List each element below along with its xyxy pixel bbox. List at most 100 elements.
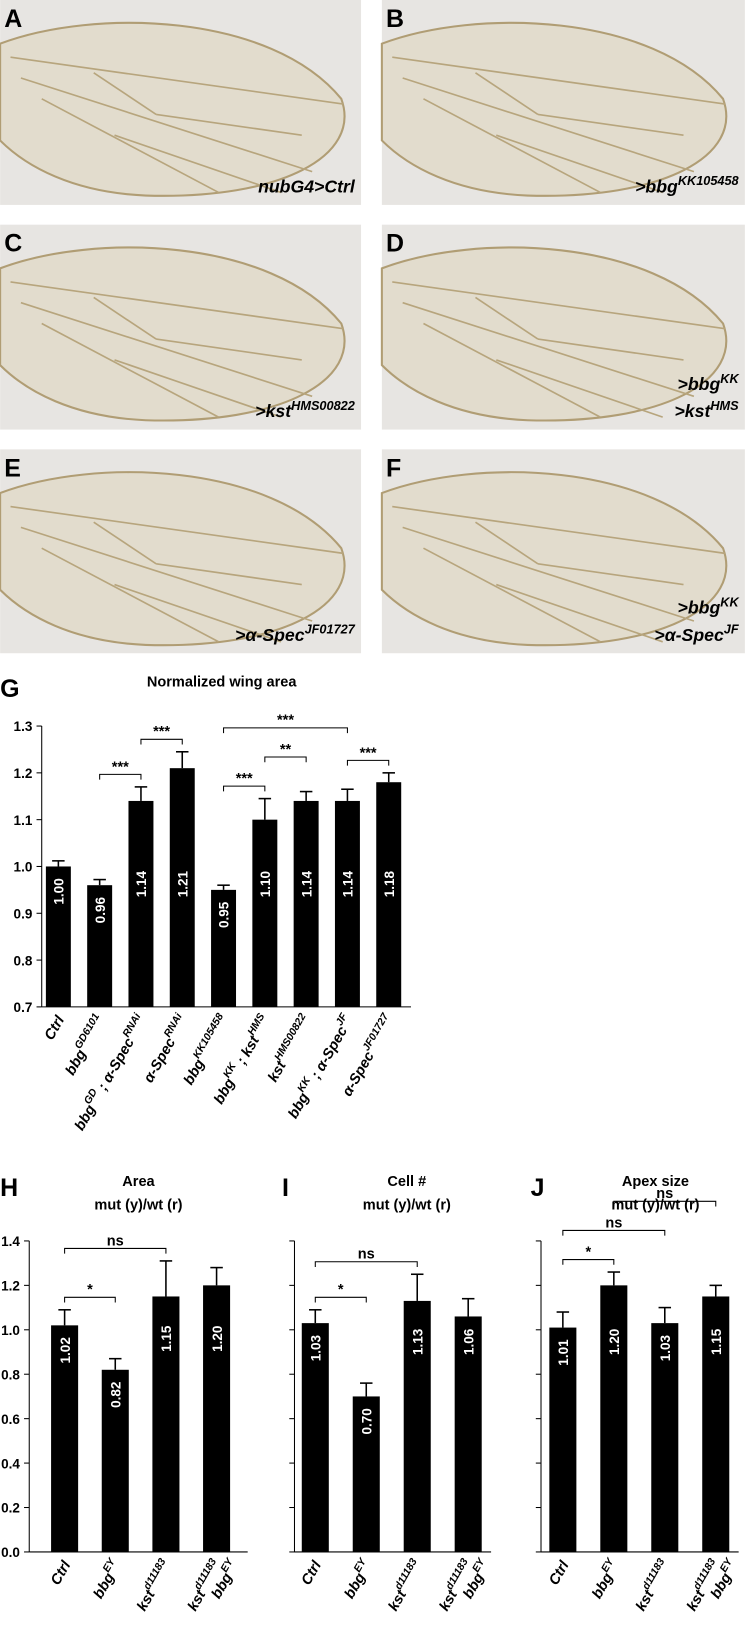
panel-letter: B <box>386 5 404 33</box>
bar <box>101 1369 129 1552</box>
y-tick-label: 0.7 <box>14 1000 33 1015</box>
bar <box>169 768 195 1007</box>
bar <box>549 1327 577 1552</box>
significance-label: *** <box>277 713 294 729</box>
significance-bracket <box>314 1261 418 1267</box>
value-label: 1.02 <box>58 1337 73 1363</box>
bar <box>352 1396 380 1552</box>
superscript: d11183 <box>641 1557 668 1592</box>
label-part: Ctrl <box>42 1013 69 1044</box>
significance-bracket <box>314 1296 367 1303</box>
significance-bracket <box>562 1229 666 1236</box>
wing-vein <box>41 98 219 194</box>
bar <box>293 800 319 1007</box>
bar-chart: G Normalized wing area0.70.80.91.01.11.21… <box>0 675 411 1134</box>
y-tick-label: 0.4 <box>1 1456 20 1471</box>
panel-letter: E <box>4 454 21 482</box>
panel-letter: G <box>0 675 19 703</box>
significance-bracket <box>562 1259 615 1265</box>
y-tick-label: 0.9 <box>14 906 33 921</box>
wing-vein <box>537 113 684 137</box>
wing-vein <box>114 583 282 643</box>
wing-vein <box>93 296 157 340</box>
value-label: 1.03 <box>308 1334 323 1361</box>
wing-vein <box>496 134 663 194</box>
label-part: bbg <box>91 1570 118 1601</box>
wing <box>0 21 346 197</box>
value-label: 1.00 <box>52 878 67 904</box>
wing-vein <box>93 521 157 565</box>
value-label: 0.82 <box>108 1382 123 1408</box>
wing-vein <box>537 338 684 361</box>
bar <box>87 885 113 1007</box>
wing-vein <box>114 134 282 194</box>
x-tick-label: bbgEY <box>587 1556 625 1602</box>
wing-panel: F >bbgKK >α-SpecJF <box>380 449 745 654</box>
chart-title: Normalized wing area <box>147 675 297 691</box>
superscript: JF <box>724 621 740 636</box>
wing-vein <box>20 526 313 622</box>
label-part: bbg <box>460 1570 487 1601</box>
label-part: Ctrl <box>299 1558 326 1589</box>
x-tick-label: Ctrl <box>546 1558 573 1589</box>
label-part: Ctrl <box>48 1558 75 1589</box>
value-label: 1.21 <box>175 871 190 898</box>
wing-vein <box>392 56 726 105</box>
value-label: 1.14 <box>299 871 314 898</box>
bar <box>702 1296 730 1552</box>
label-part: bbg <box>63 1047 90 1078</box>
wing-vein <box>537 562 684 586</box>
bar <box>376 782 402 1007</box>
chart-title: Apex size <box>622 1174 689 1190</box>
wing-vein <box>10 56 344 105</box>
significance-bracket <box>223 727 348 734</box>
y-tick-label: 0.6 <box>1 1412 20 1427</box>
wing-vein <box>423 322 601 418</box>
label-part: >bbg <box>678 374 721 394</box>
label-part: kst <box>437 1587 462 1614</box>
significance-bracket <box>64 1296 116 1303</box>
wing-panel: E >α-SpecJF01727 <box>0 449 362 654</box>
superscript: KK <box>720 371 739 386</box>
label-part: >bbg <box>635 176 678 196</box>
superscript: KK105458 <box>678 173 740 188</box>
value-label: 0.96 <box>93 897 108 924</box>
label-part: bbg <box>285 1090 312 1121</box>
significance-bracket <box>264 756 307 763</box>
x-tick-label: kstd11183 <box>383 1557 427 1614</box>
wing-vein <box>114 359 282 418</box>
significance-bracket <box>346 759 390 766</box>
label-part: ; kst <box>232 1033 263 1071</box>
superscript: d11183 <box>393 1557 420 1592</box>
superscript: KK105458 <box>192 1012 227 1061</box>
label-part: ; α-Spec <box>93 1036 138 1097</box>
y-tick-label: 0.2 <box>1 1501 20 1516</box>
label-part: >α-Spec <box>235 625 305 645</box>
genotype-label: >bbgKK <box>678 594 740 617</box>
significance-label: *** <box>153 724 170 740</box>
y-tick-label: 0.8 <box>1 1367 20 1382</box>
wing-vein <box>392 281 726 330</box>
label-part: >α-Spec <box>654 625 724 645</box>
value-label: 0.95 <box>217 901 232 928</box>
y-tick-label: 1.1 <box>14 813 33 828</box>
x-tick-label: Ctrl <box>299 1558 326 1589</box>
superscript: RNAi <box>121 1011 144 1040</box>
wing-vein <box>423 547 601 643</box>
label-part: >kst <box>255 401 292 421</box>
label-part: Ctrl <box>546 1558 573 1589</box>
genotype-label: >bbgKK105458 <box>635 173 739 196</box>
wing-vein <box>93 72 157 116</box>
superscript: JF01727 <box>305 621 356 636</box>
bar <box>651 1323 679 1552</box>
value-label: 1.10 <box>258 871 273 897</box>
wing-vein <box>10 281 344 330</box>
genotype-label: >α-SpecJF01727 <box>235 621 356 644</box>
superscript: HMS <box>710 398 739 413</box>
wing-vein <box>392 505 726 555</box>
genotype-label: nubG4>Ctrl <box>258 176 356 196</box>
significance-label: *** <box>112 759 129 775</box>
